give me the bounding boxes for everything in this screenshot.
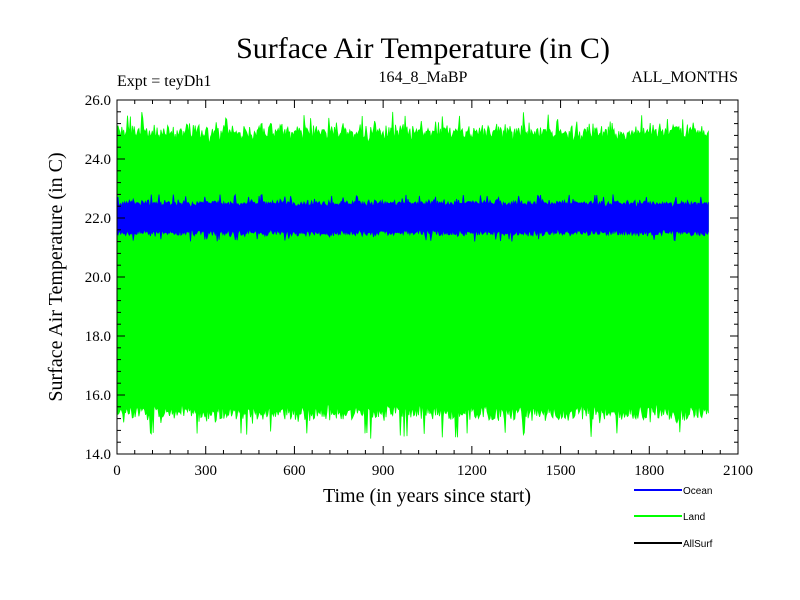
x-tick-label: 0	[113, 463, 121, 479]
series-ocean	[116, 193, 709, 242]
y-tick-label: 14.0	[85, 447, 111, 463]
y-tick-label: 26.0	[85, 93, 111, 109]
x-tick-label: 1200	[457, 463, 487, 479]
x-tick-label: 300	[194, 463, 217, 479]
x-tick-label: 600	[283, 463, 306, 479]
x-tick-label: 900	[372, 463, 395, 479]
period-label: 164_8_MaBP	[379, 69, 468, 86]
y-tick-label: 20.0	[85, 270, 111, 286]
axis-ticks: 0 300 600 900 1200 1500 1800 2100 14.0 16.0 18.0 20…	[85, 93, 753, 479]
plot-area	[116, 111, 709, 439]
legend: Ocean Land AllSurf	[634, 486, 713, 550]
y-tick-label: 24.0	[85, 152, 111, 168]
x-axis-label: Time (in years since start)	[323, 485, 531, 507]
legend-label: AllSurf	[683, 539, 713, 550]
experiment-label: Expt = teyDh1	[117, 73, 211, 90]
y-tick-label: 22.0	[85, 211, 111, 227]
legend-label: Land	[683, 512, 705, 523]
y-tick-label: 18.0	[85, 329, 111, 345]
chart-title: Surface Air Temperature (in C)	[236, 32, 610, 65]
x-tick-label: 1800	[634, 463, 664, 479]
y-axis-label: Surface Air Temperature (in C)	[45, 152, 67, 401]
months-label: ALL_MONTHS	[631, 69, 738, 86]
series-land	[116, 111, 709, 439]
y-tick-label: 16.0	[85, 388, 111, 404]
x-tick-label: 1500	[546, 463, 576, 479]
x-tick-label: 2100	[723, 463, 753, 479]
legend-label: Ocean	[683, 486, 712, 497]
